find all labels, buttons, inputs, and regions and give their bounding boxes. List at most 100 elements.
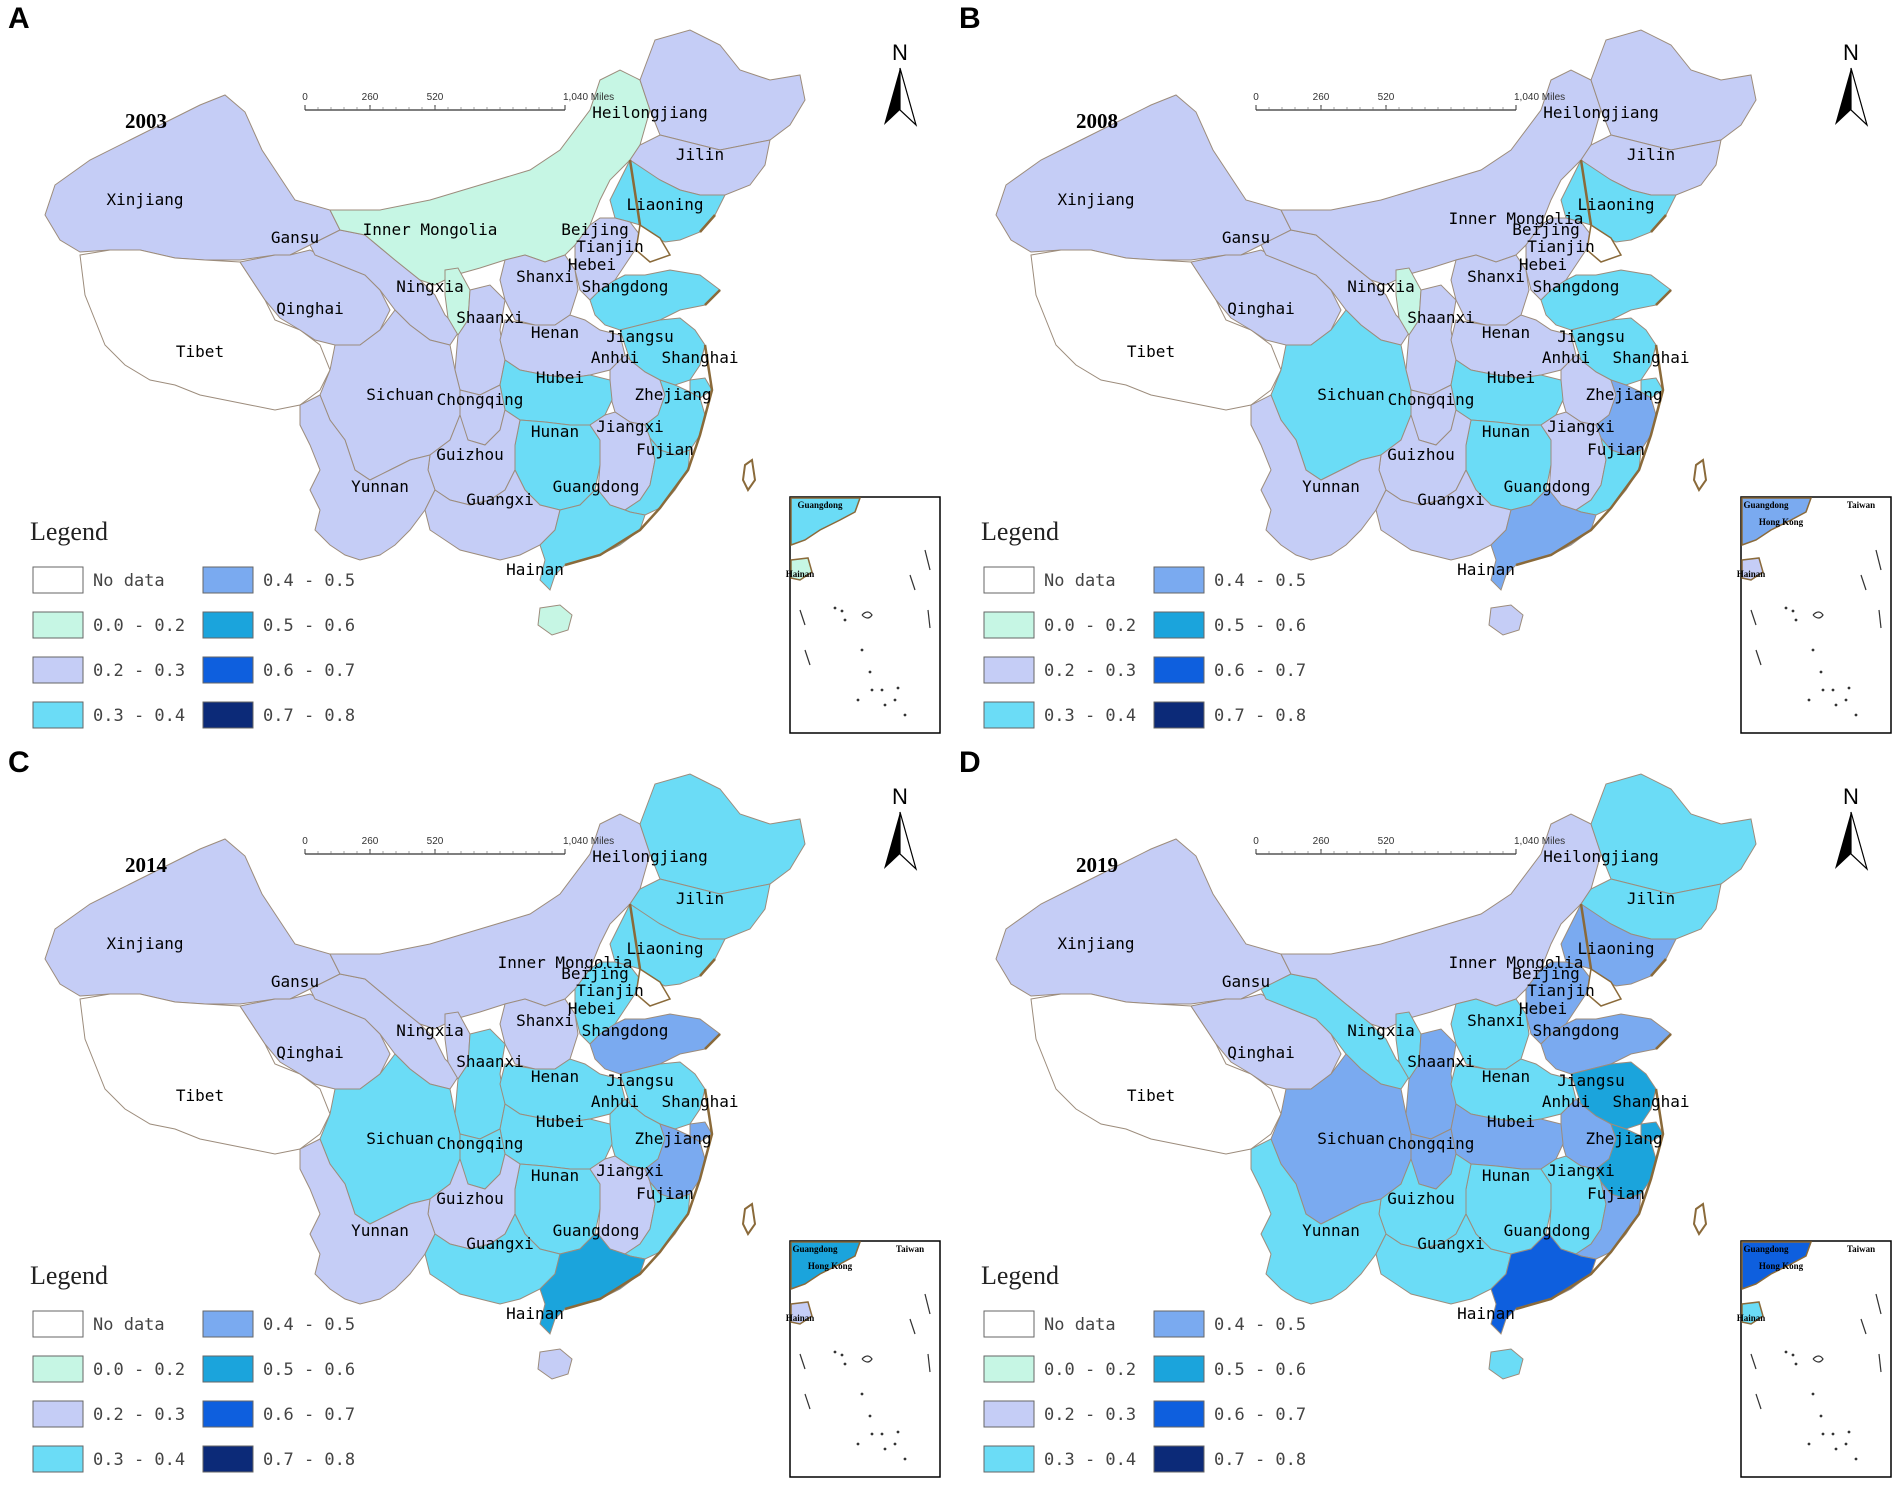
inset-label: Hainan [1737, 569, 1766, 579]
taiwan-outline [1692, 458, 1708, 492]
label-sichuan: Sichuan [366, 1129, 433, 1148]
legend-label: No data [1044, 1315, 1116, 1335]
province-labels: Heilongjiang Jilin Xinjiang Inner MongoliaL… [1057, 847, 1689, 1323]
province-hebei [574, 217, 641, 301]
province-hainan [537, 1348, 573, 1380]
label-jiangxi: Jiangxi [596, 1161, 663, 1180]
legend-swatch [32, 1310, 84, 1338]
label-jilin: Jilin [1627, 889, 1675, 908]
label-guangxi: Guangxi [1417, 1234, 1484, 1253]
legend-label: 0.0 - 0.2 [93, 1360, 185, 1380]
label-hebei: Hebei [568, 255, 616, 274]
label-zhejiang: Zhejiang [1585, 385, 1662, 404]
province-shanghai [1640, 377, 1664, 399]
south-china-sea-inset: Guangdong Hainan [786, 496, 941, 734]
label-chongqing: Chongqing [437, 1134, 524, 1153]
legend-title: Legend [30, 517, 108, 546]
legend-swatch [1153, 1355, 1205, 1383]
scale-bar: 0 260 520 1,040 Miles [1253, 92, 1565, 111]
legend-label: 0.4 - 0.5 [263, 1315, 355, 1335]
label-xinjiang: Xinjiang [1057, 934, 1134, 953]
taiwan-outline [1692, 1202, 1708, 1236]
coastline [564, 903, 721, 1311]
label-tianjin: Tianjin [576, 981, 643, 1000]
label-sichuan: Sichuan [1317, 1129, 1384, 1148]
legend-label: 0.3 - 0.4 [1044, 706, 1136, 726]
label-hainan: Hainan [506, 1304, 564, 1323]
label-shanxi: Shanxi [1467, 1011, 1525, 1030]
label-beijing: Beijing [1512, 220, 1579, 239]
label-qinghai: Qinghai [1227, 1043, 1294, 1062]
legend-swatch [983, 566, 1035, 594]
label-jiangsu: Jiangsu [606, 1071, 673, 1090]
label-qinghai: Qinghai [276, 1043, 343, 1062]
scale-bar: 0 260 520 1,040 Miles [302, 836, 614, 855]
label-anhui: Anhui [1542, 348, 1590, 367]
label-hubei: Hubei [536, 368, 584, 387]
legend-label: 0.6 - 0.7 [1214, 661, 1306, 681]
legend-label: 0.4 - 0.5 [1214, 1315, 1306, 1335]
label-guizhou: Guizhou [436, 445, 503, 464]
legend-swatch [202, 1400, 254, 1428]
label-tianjin: Tianjin [1527, 981, 1594, 1000]
label-shanghai: Shanghai [661, 1092, 738, 1111]
legend-label: 0.6 - 0.7 [263, 661, 355, 681]
legend-label: 0.7 - 0.8 [263, 706, 355, 726]
label-hebei: Hebei [1519, 255, 1567, 274]
label-shaanxi: Shaanxi [1407, 308, 1474, 327]
label-inner-mongolia: Inner Mongolia [363, 220, 498, 239]
legend-swatch [1153, 566, 1205, 594]
label-zhejiang: Zhejiang [634, 385, 711, 404]
legend-title: Legend [30, 1261, 108, 1290]
north-label: N [1843, 784, 1859, 809]
label-hainan: Hainan [506, 560, 564, 579]
scale-tick-label: 260 [362, 92, 379, 103]
province-yunnan [299, 1138, 436, 1305]
label-shanxi: Shanxi [516, 1011, 574, 1030]
legend-label: 0.0 - 0.2 [1044, 616, 1136, 636]
label-fujian: Fujian [636, 440, 694, 459]
label-qinghai: Qinghai [276, 299, 343, 318]
legend: Legend No data 0.0 - 0.2 0.2 - 0.3 0.3 - 0.4… [981, 517, 1306, 729]
scale-tick-label: 260 [1313, 836, 1330, 847]
legend: Legend No data 0.0 - 0.2 0.2 - 0.3 0.3 - 0.4… [981, 1261, 1306, 1473]
legend-label: No data [1044, 571, 1116, 591]
label-tibet: Tibet [176, 1086, 224, 1105]
label-fujian: Fujian [636, 1184, 694, 1203]
legend-label: 0.2 - 0.3 [93, 1405, 185, 1425]
panel-letter: C [8, 746, 30, 779]
legend: Legend No data 0.0 - 0.2 0.2 - 0.3 0.3 - 0.4… [30, 517, 355, 729]
legend-swatch [32, 656, 84, 684]
province-labels: Heilongjiang Jilin Xinjiang Liaoning Gansu In… [106, 103, 738, 579]
label-hebei: Hebei [1519, 999, 1567, 1018]
inset-label: Guangdong [1743, 1244, 1789, 1254]
legend-label: 0.4 - 0.5 [1214, 571, 1306, 591]
inset-label: Taiwan [1847, 500, 1875, 510]
label-guangdong: Guangdong [1504, 477, 1591, 496]
north-label: N [1843, 40, 1859, 65]
province-inner-mongolia [329, 813, 651, 1030]
legend-swatch [983, 611, 1035, 639]
bohai-sea [1586, 967, 1623, 1007]
province-yunnan [299, 394, 436, 561]
province-qinghai [1190, 249, 1342, 346]
coastline [1515, 159, 1672, 567]
province-fujian [623, 1181, 691, 1260]
label-shanghai: Shanghai [1612, 1092, 1689, 1111]
label-jiangxi: Jiangxi [596, 417, 663, 436]
legend-swatch [1153, 1310, 1205, 1338]
label-hubei: Hubei [1487, 1112, 1535, 1131]
label-guizhou: Guizhou [1387, 1189, 1454, 1208]
panel-letter: B [959, 2, 981, 35]
legend-swatch [202, 566, 254, 594]
label-inner-mongolia: Inner Mongolia [498, 953, 633, 972]
province-layer [995, 29, 1757, 636]
label-ningxia: Ningxia [396, 277, 463, 296]
province-tibet [1030, 249, 1282, 411]
label-hainan: Hainan [1457, 560, 1515, 579]
south-china-sea-inset: Guangdong Taiwan Hong Kong Hainan [1737, 496, 1892, 734]
legend-swatch [32, 701, 84, 729]
scale-bar: 0 260 520 1,040 Miles [302, 92, 614, 111]
